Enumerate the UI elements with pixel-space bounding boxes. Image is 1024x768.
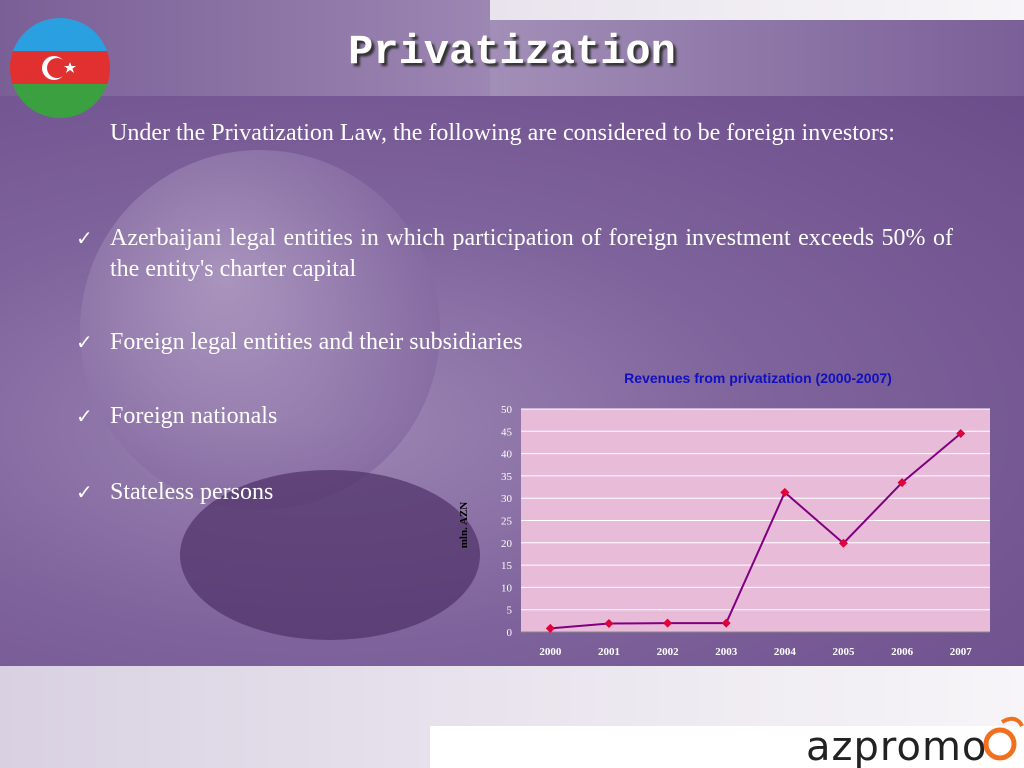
- bullet: Azerbaijani legal entities in which part…: [76, 223, 953, 285]
- y-tick-label: 40: [501, 449, 513, 461]
- x-tick-label: 2004: [774, 646, 797, 658]
- data-marker: [604, 619, 614, 629]
- x-tick-label: 2000: [539, 646, 562, 658]
- y-tick-label: 20: [501, 538, 513, 550]
- top-band: [490, 20, 1024, 96]
- x-tick-label: 2005: [832, 646, 855, 658]
- data-marker: [721, 618, 731, 628]
- y-tick-label: 45: [501, 426, 513, 438]
- chart-title: Revenues from privatization (2000-2007): [624, 370, 892, 386]
- bullet: Foreign legal entities and their subsidi…: [76, 327, 953, 358]
- bullet: Stateless persons: [76, 477, 953, 508]
- x-tick-label: 2003: [715, 646, 738, 658]
- data-line: [550, 432, 962, 630]
- y-tick-label: 30: [501, 493, 513, 505]
- slide-title: Privatization: [348, 28, 676, 76]
- logo-text: azpromo: [806, 724, 988, 768]
- logo-mark: [983, 716, 1024, 761]
- y-tick-label: 25: [501, 516, 513, 528]
- data-marker: [956, 429, 966, 439]
- data-marker: [663, 618, 673, 628]
- data-marker: [780, 487, 790, 497]
- x-tick-label: 2007: [950, 646, 973, 658]
- y-tick-label: 35: [501, 471, 513, 483]
- footer-band: [430, 726, 1024, 768]
- data-marker: [897, 478, 907, 488]
- flag: [10, 18, 110, 118]
- intro-text: Under the Privatization Law, the followi…: [110, 120, 895, 146]
- y-tick-label: 0: [507, 627, 513, 639]
- y-tick-label: 10: [501, 582, 513, 594]
- x-tick-label: 2001: [598, 646, 620, 658]
- y-tick-label: 50: [501, 404, 513, 416]
- x-tick-label: 2002: [657, 646, 680, 658]
- bullet: Foreign nationals: [76, 401, 953, 432]
- data-marker: [838, 538, 848, 548]
- y-tick-label: 5: [507, 605, 513, 617]
- data-marker: [545, 623, 555, 633]
- y-tick-label: 15: [501, 560, 513, 572]
- y-axis-label: mln. AZN: [458, 502, 470, 549]
- x-tick-label: 2006: [891, 646, 914, 658]
